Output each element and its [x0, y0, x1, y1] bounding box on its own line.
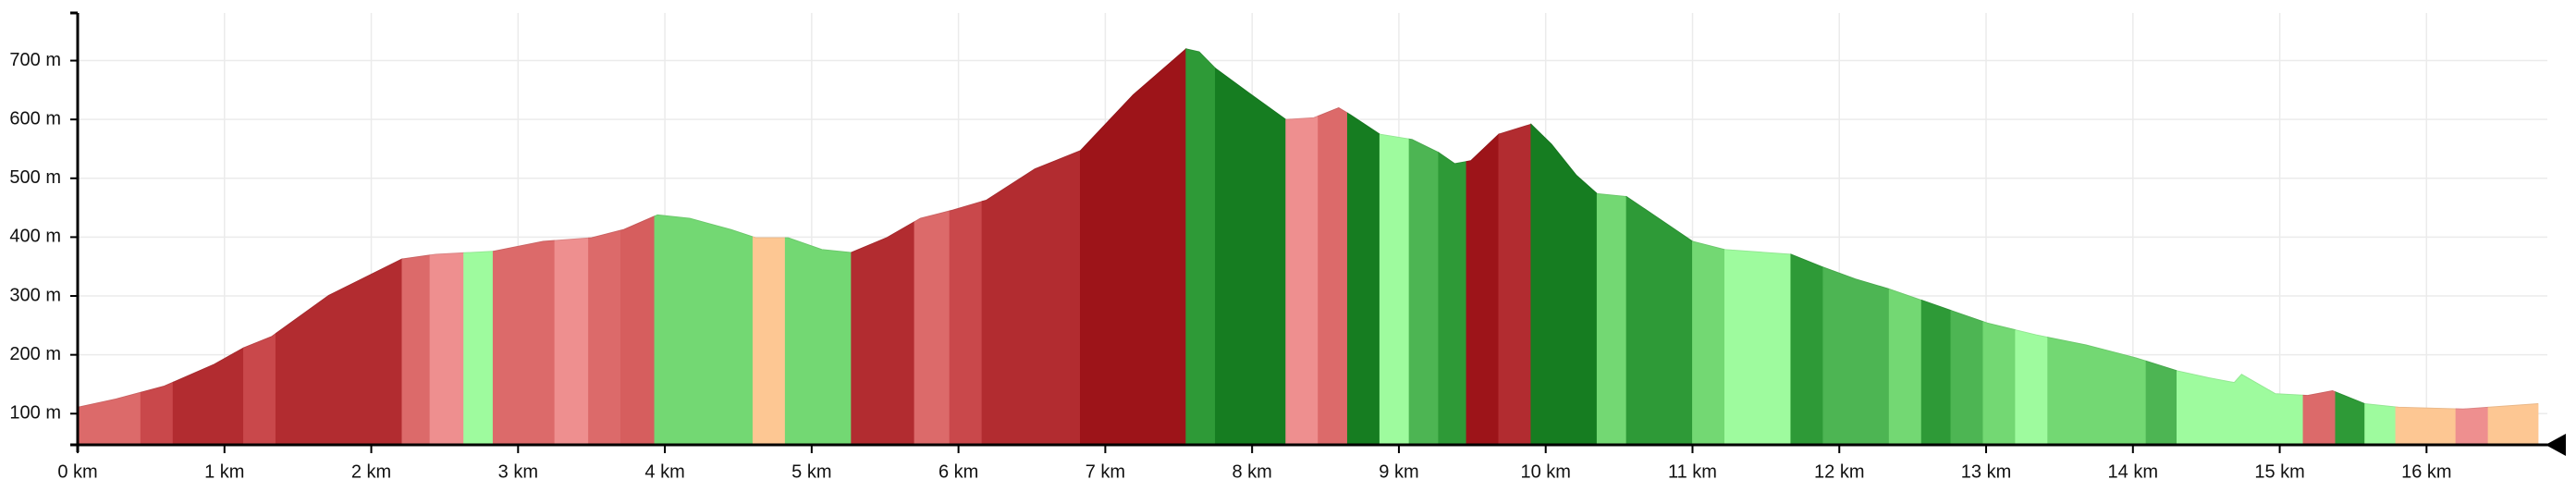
gradient-segment: [654, 214, 754, 446]
gradient-segment: [1080, 47, 1187, 446]
x-tick-label: 16 km: [2401, 461, 2451, 482]
gradient-segment: [172, 347, 244, 446]
gradient-segment: [1379, 133, 1410, 446]
x-tick-label: 1 km: [204, 461, 244, 482]
gradient-segment: [492, 240, 556, 446]
gradient-segment: [1408, 138, 1440, 446]
y-tick-label: 500 m: [9, 167, 61, 188]
gradient-segment: [2015, 329, 2049, 446]
x-tick-label: 15 km: [2254, 461, 2304, 482]
gradient-segment: [1466, 133, 1500, 446]
x-axis-arrow: [2545, 434, 2566, 456]
gradient-segment: [1888, 288, 1922, 446]
gradient-segment: [620, 215, 656, 446]
x-tick-label: 10 km: [1520, 461, 1570, 482]
gradient-segment: [2364, 403, 2397, 446]
gradient-segment: [2335, 391, 2366, 446]
y-tick-label: 600 m: [9, 108, 61, 129]
gradient-segment: [1822, 266, 1890, 446]
gradient-segment: [429, 252, 464, 446]
gradient-segment: [1625, 195, 1693, 446]
gradient-segment: [1596, 192, 1627, 446]
gradient-segment: [1346, 112, 1380, 446]
x-tick-label: 6 km: [938, 461, 978, 482]
y-tick-label: 400 m: [9, 227, 61, 247]
x-tick-label: 3 km: [498, 461, 538, 482]
gradient-segment: [1498, 123, 1532, 446]
x-tick-label: 5 km: [791, 461, 831, 482]
x-tick-label: 12 km: [1814, 461, 1864, 482]
x-tick-label: 13 km: [1961, 461, 2011, 482]
gradient-segment: [1185, 48, 1216, 446]
gradient-segment: [1950, 309, 1984, 446]
gradient-segment: [140, 381, 174, 446]
gradient-segment: [2395, 406, 2457, 446]
gradient-segment: [1790, 253, 1824, 446]
gradient-segment: [1530, 123, 1598, 446]
gradient-segment: [981, 150, 1081, 446]
gradient-segment: [752, 236, 786, 446]
gradient-segment: [914, 210, 951, 446]
gradient-segment: [2302, 390, 2337, 446]
x-tick-label: 11 km: [1668, 461, 1717, 482]
gradient-segment: [243, 332, 276, 446]
gradient-segment: [554, 237, 589, 446]
x-tick-label: 8 km: [1232, 461, 1271, 482]
gradient-segment: [463, 251, 494, 446]
x-tick-label: 0 km: [57, 461, 97, 482]
gradient-segment: [588, 229, 621, 446]
y-tick-label: 100 m: [9, 403, 61, 424]
gradient-segment: [1215, 68, 1287, 446]
elevation-line: [77, 48, 2539, 410]
gradient-segment: [1920, 299, 1952, 446]
gradient-segment: [2455, 406, 2489, 446]
gradient-segment: [784, 237, 853, 446]
gradient-segment: [1285, 115, 1319, 446]
x-tick-label: 7 km: [1086, 461, 1125, 482]
gradient-segment: [1692, 240, 1725, 446]
x-tick-label: 2 km: [351, 461, 391, 482]
gradient-segment: [2269, 389, 2304, 446]
gradient-segment: [401, 254, 431, 446]
gradient-segment: [949, 201, 983, 446]
y-tick-label: 200 m: [9, 344, 61, 364]
gradient-segment: [2487, 403, 2539, 446]
x-tick-label: 14 km: [2108, 461, 2158, 482]
gradient-segment: [1724, 249, 1792, 446]
gradient-segment: [1318, 106, 1348, 446]
x-tick-label: 4 km: [644, 461, 684, 482]
y-tick-label: 300 m: [9, 285, 61, 305]
gradient-segment: [275, 258, 403, 446]
gradient-segment: [1982, 321, 2017, 446]
y-tick-label: 700 m: [9, 50, 61, 70]
gradient-segment: [851, 221, 915, 446]
gradient-segment: [2047, 337, 2147, 446]
x-tick-label: 9 km: [1379, 461, 1418, 482]
gradient-segment: [2145, 360, 2177, 446]
gradient-segment: [1438, 152, 1467, 446]
